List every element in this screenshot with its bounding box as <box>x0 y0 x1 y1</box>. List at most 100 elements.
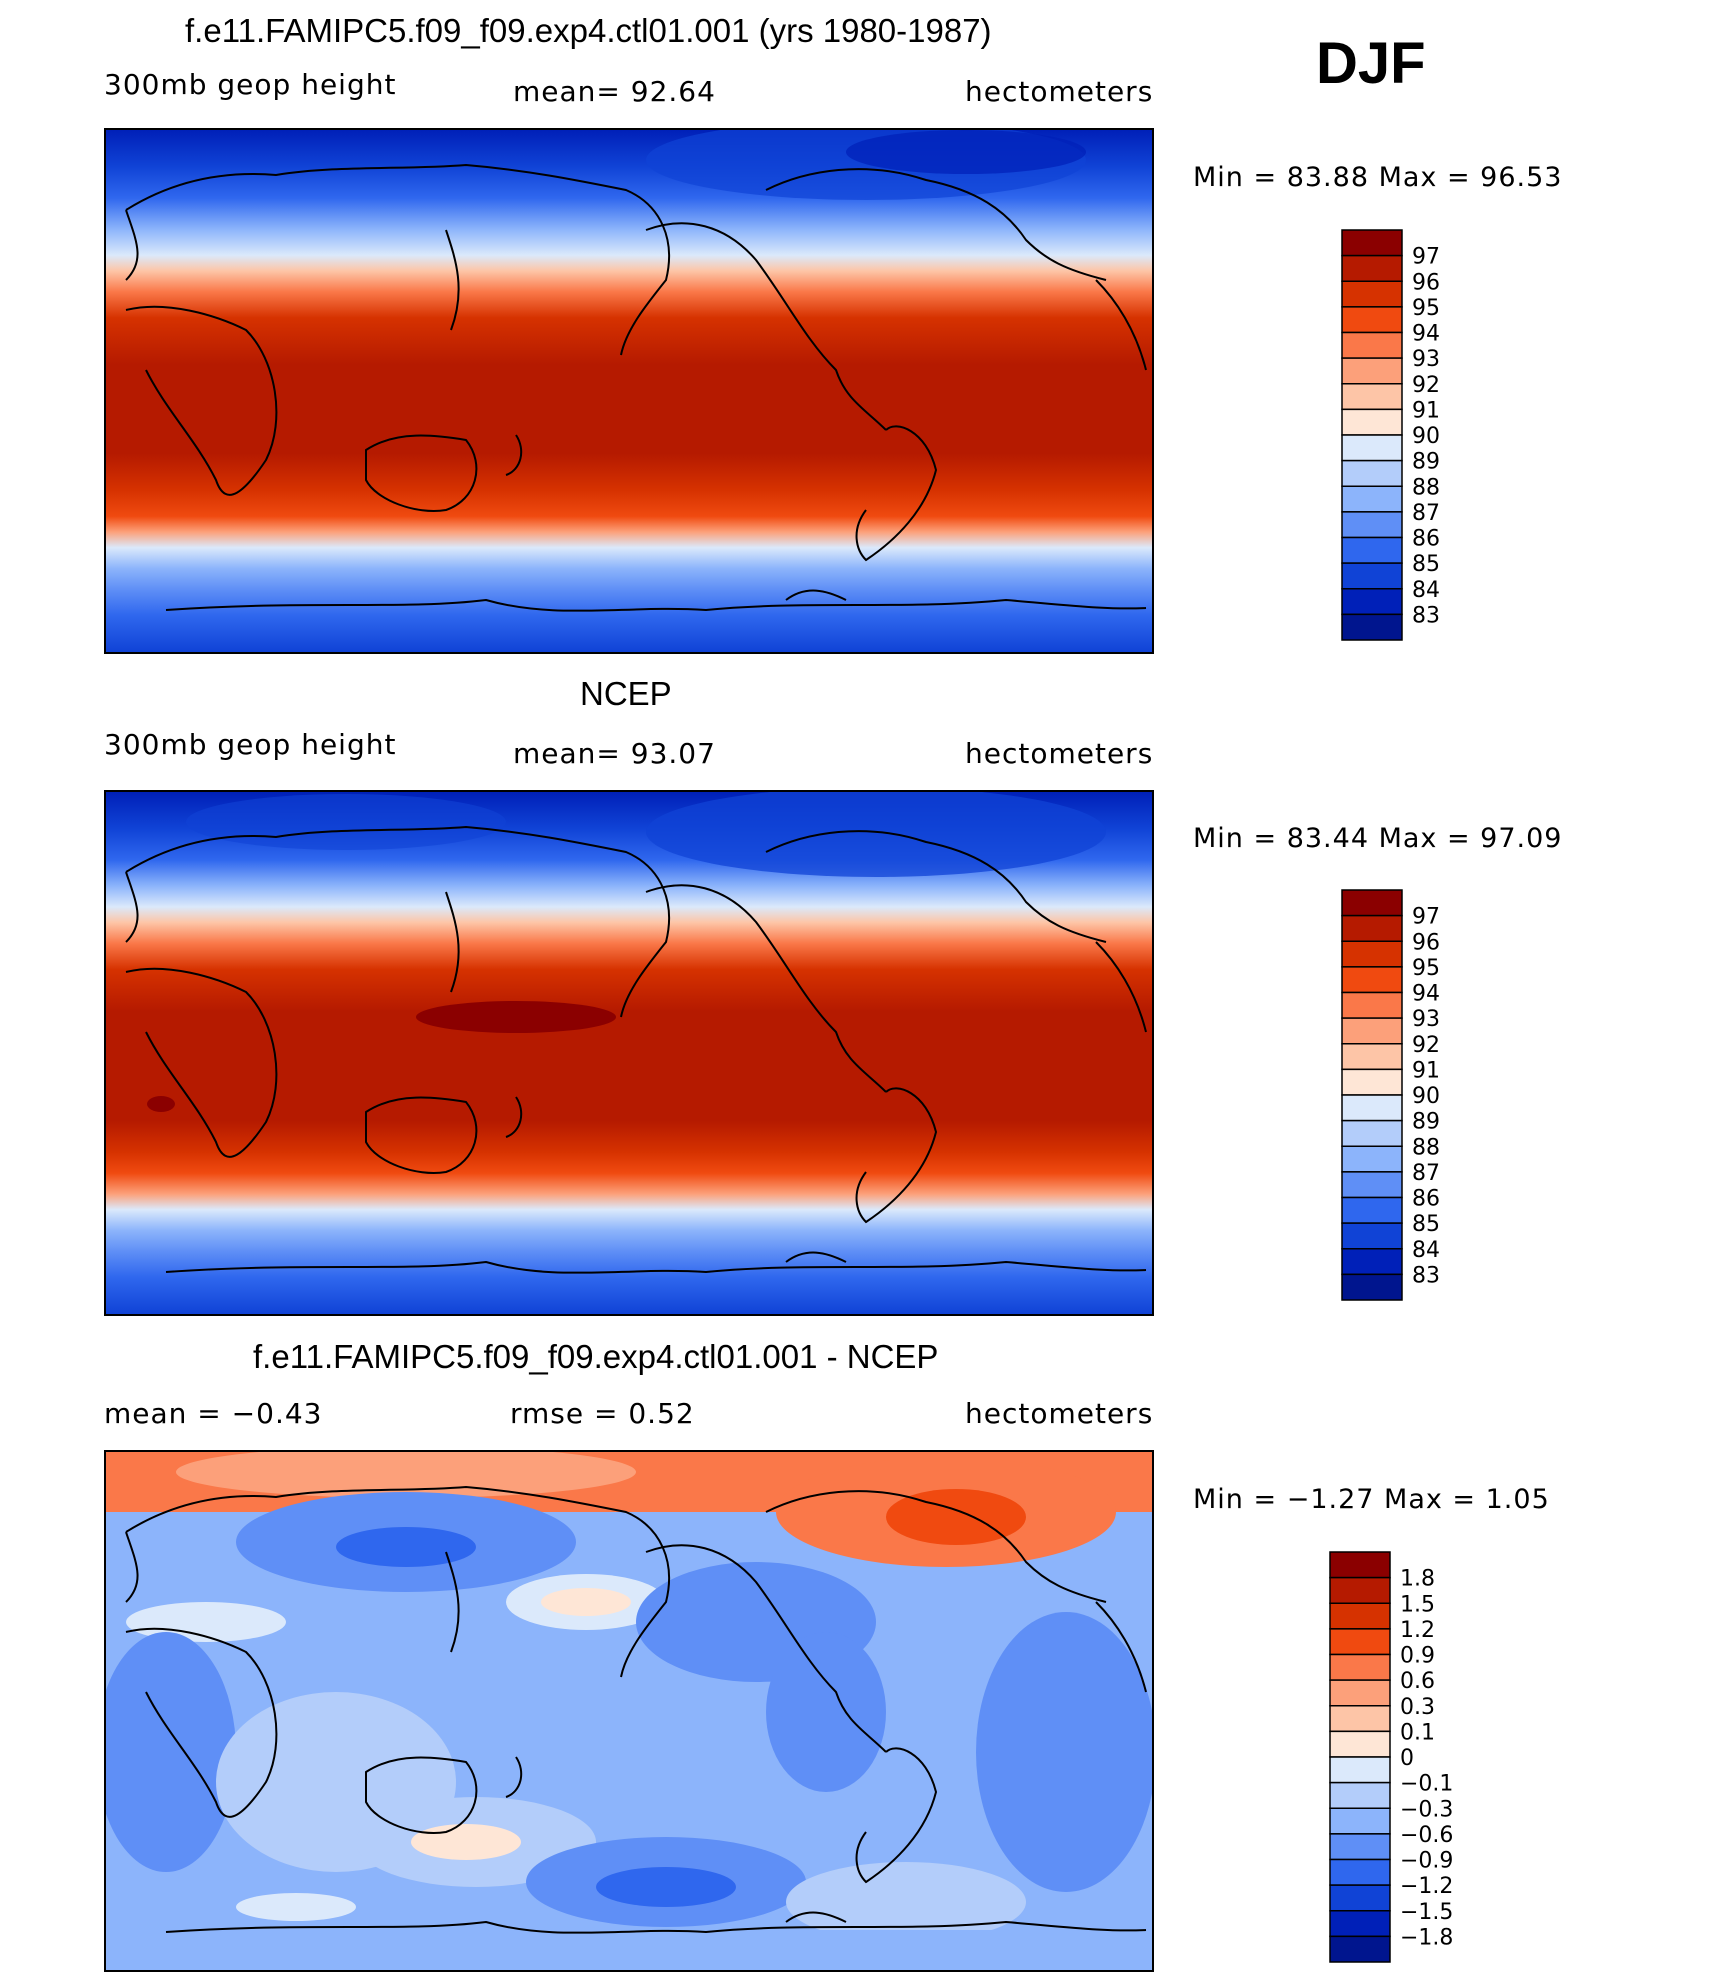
colorbar-swatch <box>1341 1273 1403 1301</box>
panel3-title: f.e11.FAMIPC5.f09_f09.exp4.ctl01.001 - N… <box>253 1338 939 1375</box>
panel1-map-svg <box>106 130 1152 652</box>
panel1-map <box>104 128 1154 654</box>
panel2-map-svg <box>106 792 1152 1314</box>
colorbar-swatch <box>1329 1935 1391 1963</box>
colorbar-swatch <box>1329 1551 1391 1579</box>
colorbar-swatch <box>1329 1807 1391 1835</box>
colorbar-swatch <box>1329 1730 1391 1758</box>
colorbar-swatch <box>1341 588 1403 616</box>
colorbar-tick-label: −1.8 <box>1400 1925 1453 1950</box>
colorbar-tick-label: 85 <box>1412 552 1440 577</box>
panel2-minmax: Min = 83.44 Max = 97.09 <box>1193 823 1563 854</box>
colorbar-swatch <box>1341 562 1403 590</box>
panel3-units-label: hectometers <box>965 1397 1154 1430</box>
colorbar-swatch <box>1341 511 1403 539</box>
colorbar-tick-label: −0.6 <box>1400 1823 1453 1848</box>
colorbar-tick-label: 1.8 <box>1400 1567 1435 1592</box>
colorbar-swatch <box>1341 613 1403 641</box>
panel3-mean-label: mean = −0.43 <box>104 1397 323 1430</box>
panel1-minmax: Min = 83.88 Max = 96.53 <box>1193 162 1563 193</box>
colorbar-swatch <box>1341 408 1403 436</box>
panel2-variable-label: 300mb geop height <box>104 728 397 761</box>
colorbar-tick-label: −0.3 <box>1400 1797 1453 1822</box>
colorbar-tick-label: 92 <box>1412 373 1440 398</box>
colorbar-tick-label: 86 <box>1412 1187 1440 1212</box>
panel1-coastlines <box>125 163 1147 612</box>
colorbar-swatch <box>1329 1756 1391 1784</box>
colorbar-tick-label: 90 <box>1412 1084 1440 1109</box>
colorbar-tick-label: 93 <box>1412 1007 1440 1032</box>
panel3-rmse-label: rmse = 0.52 <box>510 1397 695 1430</box>
panel3-coastlines <box>125 1485 1147 1934</box>
colorbar-tick-label: 0.6 <box>1400 1669 1435 1694</box>
panel3-colorbar-svg: 1.81.51.20.90.60.30.10−0.1−0.3−0.6−0.9−1… <box>1329 1551 1453 1963</box>
colorbar-tick-label: 97 <box>1412 245 1440 270</box>
colorbar-tick-label: 87 <box>1412 501 1440 526</box>
colorbar-swatch <box>1329 1781 1391 1809</box>
colorbar-tick-label: 84 <box>1412 1238 1440 1263</box>
colorbar-swatch <box>1329 1833 1391 1861</box>
colorbar-swatch <box>1341 1068 1403 1096</box>
colorbar-swatch <box>1341 383 1403 411</box>
colorbar-tick-label: −0.1 <box>1400 1772 1453 1797</box>
colorbar-swatch <box>1341 966 1403 994</box>
colorbar-swatch <box>1341 1094 1403 1122</box>
colorbar-swatch <box>1341 940 1403 968</box>
colorbar-tick-label: 94 <box>1412 322 1440 347</box>
panel1-variable-label: 300mb geop height <box>104 68 397 101</box>
colorbar-swatch <box>1341 254 1403 282</box>
colorbar-swatch <box>1329 1602 1391 1630</box>
panel1-mean-label: mean= 92.64 <box>513 75 716 108</box>
panel1-title: f.e11.FAMIPC5.f09_f09.exp4.ctl01.001 (yr… <box>185 12 992 49</box>
panel1-colorbar: 97 96 95 94 93 92 91 90 89 88 87 86 85 84 83 <box>1340 228 1500 643</box>
colorbar-swatch <box>1341 991 1403 1019</box>
colorbar-swatch <box>1341 1222 1403 1250</box>
colorbar-swatch <box>1341 485 1403 513</box>
colorbar-swatch <box>1341 1145 1403 1173</box>
colorbar-tick-label: 94 <box>1412 982 1440 1007</box>
colorbar-swatch <box>1341 1017 1403 1045</box>
colorbar-tick-label: 88 <box>1412 475 1440 500</box>
panel3-map <box>104 1450 1154 1972</box>
colorbar-tick-label: 0.3 <box>1400 1695 1435 1720</box>
colorbar-tick-label: 0 <box>1400 1746 1414 1771</box>
colorbar-tick-label: 1.2 <box>1400 1618 1435 1643</box>
colorbar-swatch <box>1341 536 1403 564</box>
panel3-minmax: Min = −1.27 Max = 1.05 <box>1193 1484 1550 1515</box>
season-label: DJF <box>1316 31 1426 96</box>
panel1-units-label: hectometers <box>965 75 1154 108</box>
colorbar-swatch <box>1341 914 1403 942</box>
colorbar-tick-label: 91 <box>1412 398 1440 423</box>
colorbar-swatch <box>1341 1043 1403 1071</box>
colorbar-tick-label: 0.9 <box>1400 1644 1435 1669</box>
colorbar-tick-label: 89 <box>1412 450 1440 475</box>
panel2-coastlines <box>125 825 1147 1274</box>
colorbar-swatch <box>1341 459 1403 487</box>
colorbar-tick-label: 88 <box>1412 1135 1440 1160</box>
panel3-colorbar: 1.8 1.5 1.2 0.9 0.6 0.3 0.1 0 −0.1 −0.3 −0.6 −0.9 −1… <box>1328 1550 1500 1965</box>
colorbar-tick-label: −0.9 <box>1400 1849 1453 1874</box>
colorbar-swatch <box>1329 1858 1391 1886</box>
colorbar-tick-label: 1.5 <box>1400 1592 1435 1617</box>
panel3-map-svg <box>106 1452 1152 1970</box>
colorbar-tick-label: 0.1 <box>1400 1720 1435 1745</box>
colorbar-tick-label: 91 <box>1412 1058 1440 1083</box>
colorbar-tick-label: 96 <box>1412 270 1440 295</box>
colorbar-tick-label: 97 <box>1412 905 1440 930</box>
colorbar-swatch <box>1341 280 1403 308</box>
panel2-map <box>104 790 1154 1316</box>
colorbar-tick-label: 90 <box>1412 424 1440 449</box>
colorbar-swatch <box>1329 1910 1391 1938</box>
colorbar-swatch <box>1341 434 1403 462</box>
colorbar-tick-label: −1.2 <box>1400 1874 1453 1899</box>
colorbar-tick-label: 83 <box>1412 1263 1440 1288</box>
colorbar-tick-label: 84 <box>1412 578 1440 603</box>
colorbar-tick-label: 92 <box>1412 1033 1440 1058</box>
colorbar-swatch <box>1329 1628 1391 1656</box>
panel2-mean-label: mean= 93.07 <box>513 737 716 770</box>
colorbar-swatch <box>1341 1196 1403 1224</box>
colorbar-swatch <box>1341 1119 1403 1147</box>
colorbar-swatch <box>1329 1705 1391 1733</box>
